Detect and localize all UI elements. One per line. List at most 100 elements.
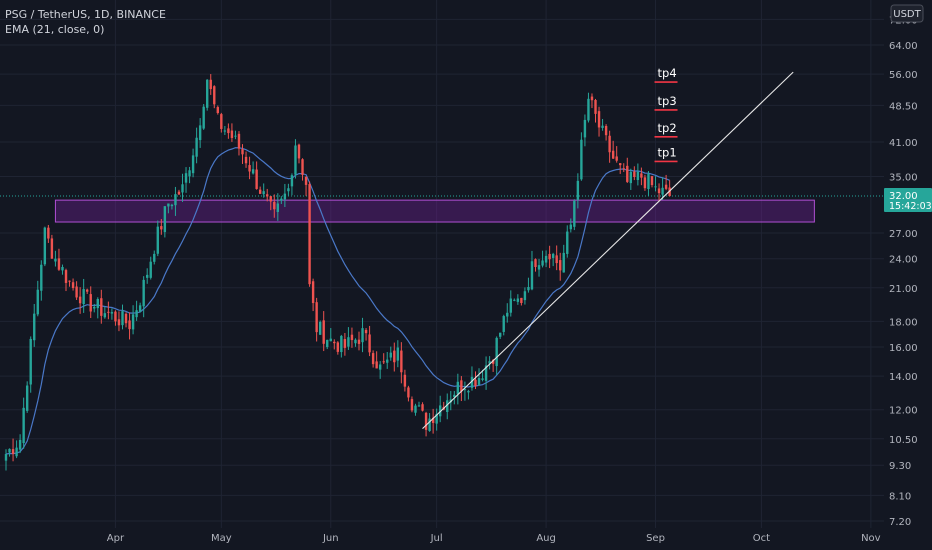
candle: [654, 176, 657, 192]
ascending-trendline[interactable]: [422, 71, 794, 430]
candle: [149, 256, 152, 280]
price-axis[interactable]: 72.0064.0056.0048.5041.0035.0027.0024.00…: [884, 0, 932, 550]
y-tick-label: 16.00: [889, 343, 918, 354]
candle: [354, 338, 357, 347]
candle: [318, 320, 322, 335]
candle: [103, 306, 107, 319]
candle: [301, 158, 304, 181]
candle: [657, 183, 661, 202]
y-tick-label: 8.10: [889, 491, 911, 502]
candle: [460, 376, 463, 402]
candle: [195, 127, 198, 164]
candle: [590, 93, 594, 109]
candle: [424, 411, 428, 437]
x-tick-label: Jun: [322, 533, 339, 544]
candle: [276, 193, 280, 221]
candle: [368, 325, 371, 357]
candle: [75, 281, 78, 300]
candle: [438, 395, 442, 423]
candle: [548, 245, 551, 269]
candle: [33, 303, 36, 347]
y-tick-label: 9.30: [889, 461, 911, 472]
support-zone[interactable]: [54, 199, 815, 223]
candle: [375, 351, 378, 369]
target-tp4[interactable]: tp4: [654, 66, 678, 83]
candle: [237, 131, 241, 156]
candle: [629, 168, 633, 190]
candle: [290, 173, 294, 196]
candle: [530, 250, 534, 291]
candle: [163, 206, 167, 238]
x-tick-label: May: [211, 533, 232, 544]
candle: [266, 188, 269, 202]
candle: [61, 264, 64, 275]
y-tick-label: 24.00: [889, 255, 918, 266]
y-tick-label: 18.00: [889, 317, 918, 328]
candle: [251, 161, 255, 175]
currency-badge[interactable]: USDT: [890, 4, 924, 23]
candle: [230, 123, 234, 142]
indicator-label[interactable]: EMA (21, close, 0): [5, 23, 105, 36]
target-tp2[interactable]: tp2: [654, 121, 678, 138]
candle: [188, 166, 191, 184]
target-tp1[interactable]: tp1: [654, 145, 678, 163]
candle: [100, 289, 103, 324]
candle: [156, 220, 159, 257]
candle: [470, 366, 474, 391]
candle: [311, 278, 315, 312]
currency-label: USDT: [893, 9, 921, 20]
time-axis[interactable]: Apr May Jun Jul Aug Sep Oct Nov: [107, 533, 881, 544]
candle: [371, 350, 375, 368]
candle: [537, 258, 541, 277]
target-label: tp1: [658, 145, 677, 159]
candle: [198, 118, 202, 148]
candle: [488, 356, 491, 370]
y-tick-label: 10.50: [889, 435, 918, 446]
candle: [499, 332, 502, 340]
candle: [8, 448, 11, 457]
candle: [566, 225, 569, 258]
candle: [559, 252, 562, 281]
candle: [615, 146, 618, 163]
candle: [534, 258, 537, 272]
candle: [417, 401, 421, 407]
symbol-title[interactable]: PSG / TetherUS, 1D, BINANCE: [5, 8, 166, 21]
candle: [364, 328, 368, 341]
last-price-value: 32.00: [889, 191, 918, 202]
candle: [110, 308, 114, 320]
candle: [619, 162, 622, 174]
candle: [389, 346, 392, 361]
candle: [71, 278, 75, 291]
candle: [580, 132, 583, 181]
candle: [474, 371, 477, 390]
candle: [202, 104, 205, 130]
candle: [403, 369, 407, 392]
countdown-value: 15:42:03: [889, 201, 932, 212]
candle: [410, 396, 414, 413]
candle: [407, 385, 410, 402]
candle: [135, 300, 138, 321]
candle: [326, 339, 329, 350]
candle: [463, 381, 467, 401]
candle: [294, 139, 297, 179]
candle: [601, 118, 604, 131]
candle: [181, 173, 184, 202]
candle: [347, 327, 350, 350]
candle: [93, 303, 96, 313]
candle: [386, 352, 389, 369]
candle: [170, 203, 174, 210]
y-tick-label: 21.00: [889, 284, 918, 295]
candle: [640, 167, 643, 186]
x-tick-label: Apr: [107, 533, 125, 544]
y-tick-label: 64.00: [889, 41, 918, 52]
candle: [576, 173, 580, 209]
candle: [160, 218, 163, 235]
target-tp3[interactable]: tp3: [654, 94, 678, 111]
candle: [357, 331, 361, 351]
candle: [513, 298, 516, 302]
candle: [280, 196, 283, 204]
y-tick-label: 35.00: [889, 172, 918, 183]
candle: [89, 286, 92, 319]
candle: [128, 312, 131, 340]
